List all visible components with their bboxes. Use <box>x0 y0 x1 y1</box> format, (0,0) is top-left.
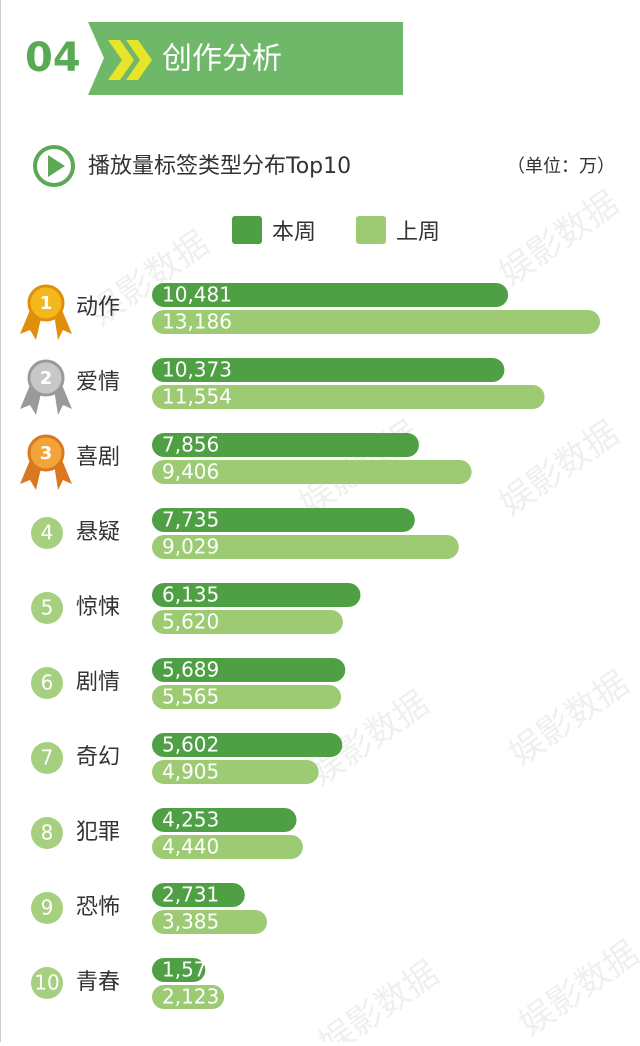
bar <box>152 283 509 307</box>
category-label: 剧情 <box>76 670 120 695</box>
medal-ribbon <box>54 385 72 415</box>
value-label: 5,620 <box>162 610 219 634</box>
value-label: 10,373 <box>162 358 232 382</box>
category-label: 恐怖 <box>76 895 120 920</box>
value-label: 5,689 <box>162 658 219 682</box>
bar <box>152 733 343 757</box>
value-label: 4,253 <box>162 808 219 832</box>
bar <box>152 460 472 484</box>
bar <box>152 583 361 607</box>
watermark: 娱影数据 <box>502 663 636 774</box>
value-label: 4,905 <box>162 760 219 784</box>
unit: （单位：万） <box>507 156 615 177</box>
bar <box>152 760 319 784</box>
category-label: 爱情 <box>76 370 120 395</box>
value-label: 6,135 <box>162 583 219 607</box>
category-label: 惊悚 <box>76 595 120 620</box>
bar <box>152 958 206 982</box>
rank-label: 2 <box>40 368 53 389</box>
value-label: 3,385 <box>162 910 219 934</box>
rank-badge <box>31 592 63 624</box>
bar <box>152 310 600 334</box>
rank-badge <box>31 967 63 999</box>
value-label: 7,856 <box>162 433 219 457</box>
rank-label: 8 <box>41 821 54 845</box>
bar <box>152 535 459 559</box>
value-label: 5,602 <box>162 733 219 757</box>
value-label: 13,186 <box>162 310 232 334</box>
medal <box>27 284 65 322</box>
value-label: 1,570 <box>162 958 219 982</box>
category-label: 奇幻 <box>76 745 120 770</box>
watermark: 娱影数据 <box>492 183 626 294</box>
rank-label: 1 <box>40 293 53 314</box>
rank-label: 3 <box>40 443 53 464</box>
value-label: 11,554 <box>162 385 232 409</box>
legend-label: 本周 <box>272 220 316 245</box>
value-label: 9,406 <box>162 460 219 484</box>
value-label: 10,481 <box>162 283 232 307</box>
bar <box>152 358 505 382</box>
medal <box>27 434 65 472</box>
rank-badge <box>31 817 63 849</box>
play-icon <box>48 155 65 177</box>
rank-label: 4 <box>41 521 54 545</box>
legend-swatch <box>232 216 262 244</box>
category-label: 悬疑 <box>76 520 120 545</box>
rank-label: 7 <box>41 746 54 770</box>
bar <box>152 508 415 532</box>
chevron <box>126 40 152 80</box>
bar <box>152 610 343 634</box>
category-label: 青春 <box>76 970 120 995</box>
chart-title: 播放量标签类型分布Top10 <box>88 154 351 179</box>
chevron <box>108 40 134 80</box>
value-label: 7,735 <box>162 508 219 532</box>
header-banner <box>88 22 403 95</box>
bar <box>152 910 268 934</box>
medal-ribbon <box>54 310 72 340</box>
bar <box>152 685 342 709</box>
value-label: 2,731 <box>162 883 219 907</box>
medal <box>27 359 65 397</box>
category-label: 犯罪 <box>76 820 120 845</box>
value-label: 2,123 <box>162 985 219 1009</box>
legend-label: 上周 <box>396 220 440 245</box>
medal-ribbon <box>54 460 72 490</box>
rank-badge <box>31 667 63 699</box>
category-label: 喜剧 <box>76 445 120 470</box>
value-label: 9,029 <box>162 535 219 559</box>
rank-label: 5 <box>41 596 54 620</box>
category-label: 动作 <box>76 295 120 320</box>
bar <box>152 658 346 682</box>
watermark: 娱影数据 <box>492 413 626 524</box>
watermark: 娱影数据 <box>312 953 446 1042</box>
bar <box>152 433 419 457</box>
header-title: 创作分析 <box>162 42 282 77</box>
play-icon <box>33 145 75 187</box>
legend-swatch <box>356 216 386 244</box>
rank-label: 6 <box>41 671 54 695</box>
rank-badge <box>31 742 63 774</box>
rank-badge <box>31 892 63 924</box>
bar <box>152 835 303 859</box>
rank-badge <box>31 517 63 549</box>
header-number: 04 <box>25 35 81 81</box>
value-label: 5,565 <box>162 685 219 709</box>
rank-label: 10 <box>34 971 59 995</box>
bar <box>152 385 545 409</box>
watermark: 娱影数据 <box>512 933 640 1042</box>
value-label: 4,440 <box>162 835 219 859</box>
rank-label: 9 <box>41 896 54 920</box>
bar <box>152 883 245 907</box>
bar <box>152 985 225 1009</box>
bar <box>152 808 297 832</box>
